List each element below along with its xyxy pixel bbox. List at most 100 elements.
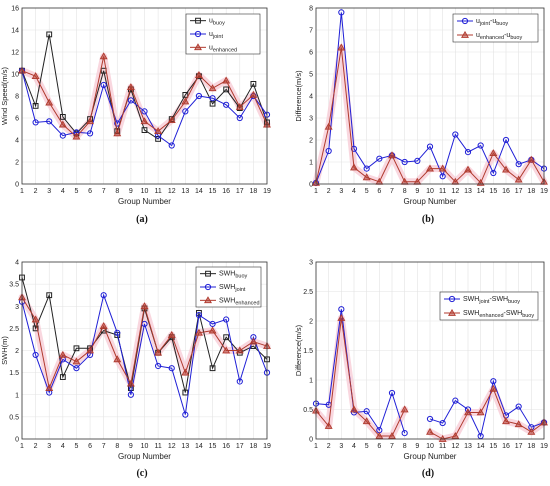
x-tick-label: 4 (352, 188, 356, 195)
x-tick-label: 5 (365, 443, 369, 450)
data-point-buoy-10 (141, 127, 148, 133)
legend-swatch-marker (204, 283, 212, 291)
x-tick-label: 3 (339, 443, 343, 450)
x-tick-label: 7 (390, 188, 394, 195)
data-point-buoy-15 (209, 365, 216, 372)
legend-entry-buoy: SWHbuoy (200, 271, 248, 280)
x-tick-label: 8 (403, 443, 407, 450)
legend-label: ujoint-ubuoy (476, 18, 508, 27)
y-tick-label: 2.5 (9, 326, 19, 333)
x-tick-label: 8 (403, 188, 407, 195)
data-point-enhanced-2 (31, 72, 40, 80)
x-tick-label: 13 (464, 188, 472, 195)
y-tick-label: 10 (11, 72, 19, 79)
x-tick-label: 10 (426, 443, 434, 450)
data-point-enhanced-7 (388, 431, 396, 439)
data-point-enhanced-2 (324, 421, 333, 429)
y-tick-label: 8 (309, 6, 313, 13)
series-enhanced (312, 313, 548, 442)
x-tick-label: 16 (222, 188, 230, 195)
data-point-enhanced-12 (451, 431, 460, 439)
y-tick-label: 2.5 (303, 289, 313, 296)
data-point-joint-2 (325, 147, 332, 155)
x-tick-label: 5 (74, 188, 78, 195)
y-tick-label: 2 (309, 138, 313, 145)
legend: SWHbuoy SWHjoint SWHenhanced (195, 266, 262, 308)
data-point-enhanced-5 (72, 132, 81, 140)
data-point-joint-7 (388, 389, 396, 397)
y-tick-label: 3.5 (9, 282, 19, 289)
data-point-joint-16 (223, 101, 230, 108)
data-point-buoy-4 (59, 374, 66, 380)
data-point-buoy-2 (32, 103, 39, 109)
x-tick-label: 17 (515, 443, 523, 450)
y-tick-label: 6 (15, 116, 19, 123)
x-tick-label: 4 (352, 443, 356, 450)
x-axis-label: Group Number (118, 452, 171, 461)
x-tick-label: 8 (115, 443, 119, 450)
data-point-enhanced-9 (126, 83, 135, 91)
data-point-enhanced-4 (350, 163, 358, 171)
data-point-buoy-3 (46, 31, 53, 38)
y-tick-label: 3 (309, 260, 313, 267)
data-point-joint-9 (127, 97, 134, 104)
x-tick-label: 5 (365, 188, 369, 195)
legend-entry-joint: ujoint (190, 30, 223, 40)
x-tick-label: 2 (327, 443, 331, 450)
x-tick-label: 10 (141, 443, 149, 450)
data-point-enhanced-15 (489, 384, 498, 392)
data-point-buoy-16 (223, 334, 230, 341)
x-tick-label: 9 (415, 188, 419, 195)
legend-swatch-marker (194, 43, 202, 51)
data-point-joint-14 (195, 312, 203, 319)
x-axis-label: Group Number (404, 452, 457, 461)
x-tick-label: 2 (327, 188, 331, 195)
series-line-joint (315, 12, 545, 184)
panel-label: (b) (422, 214, 434, 225)
legend-label: uenhanced (209, 44, 237, 53)
series-line-joint (21, 293, 268, 415)
data-point-joint-6 (376, 155, 383, 162)
y-tick-label: 0 (15, 437, 19, 444)
data-point-buoy-4 (59, 114, 66, 120)
data-point-joint-7 (100, 292, 107, 299)
axes-box (21, 7, 268, 185)
data-point-joint-14 (195, 92, 203, 100)
chart-panel-c: 00.511.522.533.541 2 3 4 5 6 7 8 9 10 11 12 13 14 15 16… (0, 260, 271, 480)
x-tick-label: 12 (168, 443, 176, 450)
data-point-enhanced-16 (222, 346, 231, 354)
x-tick-label: 6 (88, 188, 92, 195)
data-point-enhanced-16 (222, 76, 231, 84)
x-tick-label: 13 (181, 443, 189, 450)
data-point-enhanced-11 (154, 127, 163, 135)
x-tick-label: 11 (154, 443, 161, 450)
x-tick-label: 1 (314, 188, 318, 195)
x-tick-label: 5 (74, 443, 78, 450)
x-tick-label: 17 (236, 443, 244, 450)
data-point-joint-7 (100, 81, 107, 89)
legend-label: SWHbuoy (219, 271, 248, 280)
x-tick-label: 9 (129, 188, 133, 195)
data-point-enhanced-13 (464, 408, 472, 416)
data-point-enhanced-4 (350, 405, 358, 413)
data-point-enhanced-6 (86, 346, 95, 354)
data-point-joint-9 (127, 391, 134, 398)
x-tick-label: 13 (181, 188, 189, 195)
data-point-enhanced-11 (438, 164, 447, 172)
data-point-enhanced-6 (375, 431, 384, 439)
data-point-joint-10 (141, 108, 148, 115)
x-tick-label: 17 (515, 188, 523, 195)
data-point-enhanced-15 (208, 326, 217, 334)
data-point-enhanced-5 (72, 357, 81, 365)
data-point-enhanced-14 (194, 328, 203, 336)
data-point-buoy-16 (223, 86, 230, 93)
x-tick-label: 10 (426, 188, 434, 195)
y-tick-label: 14 (11, 28, 19, 35)
data-point-joint-8 (114, 329, 121, 336)
legend-entry-joint: SWHjoint (200, 283, 246, 293)
x-tick-label: 7 (102, 443, 106, 450)
series-line-joint (21, 70, 268, 147)
x-tick-label: 12 (451, 188, 459, 195)
series-line-joint (315, 309, 545, 438)
